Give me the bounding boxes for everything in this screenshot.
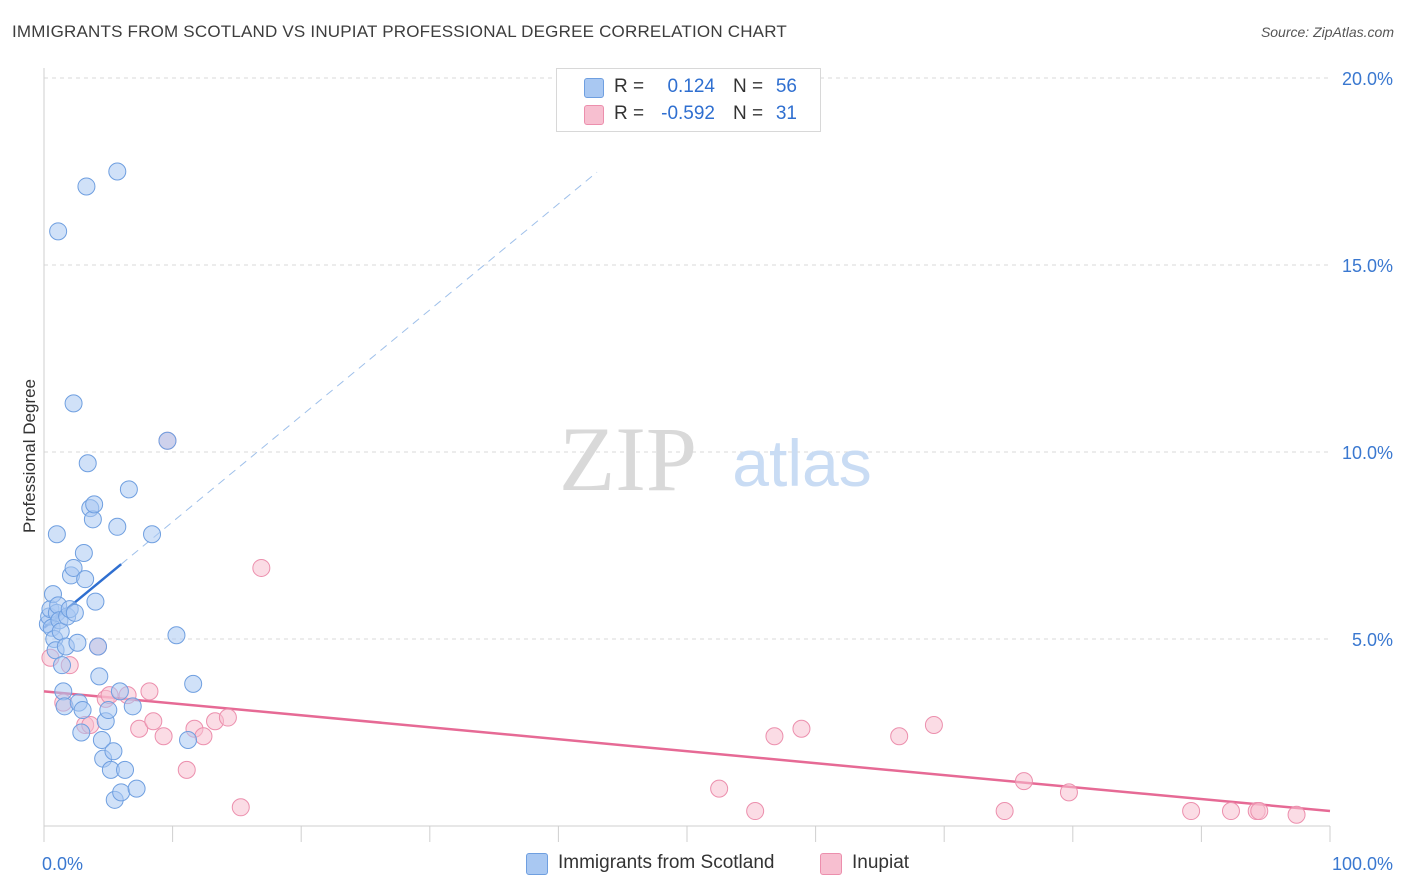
legend-n-value: 31 bbox=[775, 103, 797, 124]
points-layer bbox=[38, 162, 1306, 824]
scotland-point bbox=[74, 543, 93, 562]
scotland-point bbox=[119, 480, 138, 499]
scotland-point bbox=[99, 701, 118, 720]
inupiat-point bbox=[710, 779, 729, 798]
correlation-legend: R = 0.124 N = 56 R = -0.592 N = 31 bbox=[556, 68, 821, 132]
tick-layer: 5.0% 10.0% 15.0% 20.0% 0.0% 100.0% bbox=[42, 69, 1393, 874]
inupiat-point bbox=[995, 802, 1014, 821]
inupiat-point bbox=[252, 558, 271, 577]
inupiat-point bbox=[1014, 772, 1033, 791]
legend-swatch-inupiat bbox=[584, 105, 604, 125]
scotland-point bbox=[65, 603, 84, 622]
scotland-point bbox=[108, 162, 127, 181]
scotland-point bbox=[54, 682, 73, 701]
scotland-point bbox=[86, 592, 105, 611]
x-tick-label: 100.0% bbox=[1332, 854, 1393, 874]
scotland-point bbox=[184, 674, 203, 693]
watermark-atlas: atlas bbox=[732, 426, 871, 500]
inupiat-point bbox=[177, 760, 196, 779]
scotland-point bbox=[112, 783, 131, 802]
y-tick-label: 10.0% bbox=[1342, 443, 1393, 463]
legend-r-label: R = bbox=[614, 103, 645, 124]
watermark: ZIP atlas bbox=[559, 408, 872, 510]
legend-row-inupiat: R = -0.592 N = 31 bbox=[557, 101, 820, 127]
scotland-point bbox=[158, 431, 177, 450]
scotland-point bbox=[179, 730, 198, 749]
inupiat-point bbox=[1221, 802, 1240, 821]
scotland-point bbox=[110, 682, 129, 701]
legend-n-value: 56 bbox=[775, 76, 797, 97]
legend-row-scotland: R = 0.124 N = 56 bbox=[557, 74, 820, 100]
inupiat-point bbox=[1059, 783, 1078, 802]
scotland-point bbox=[89, 637, 108, 656]
scotland-point bbox=[92, 730, 111, 749]
inupiat-point bbox=[924, 716, 943, 735]
inupiat-point bbox=[194, 727, 213, 746]
inupiat-point bbox=[130, 719, 149, 738]
inupiat-point bbox=[218, 708, 237, 727]
inupiat-point bbox=[231, 798, 250, 817]
scotland-point bbox=[64, 558, 83, 577]
scotland-point bbox=[127, 779, 146, 798]
bottom-legend-label-scotland: Immigrants from Scotland bbox=[558, 852, 775, 873]
scotland-point bbox=[104, 742, 123, 761]
inupiat-point bbox=[1250, 802, 1269, 821]
chart-source: Source: ZipAtlas.com bbox=[1260, 24, 1394, 40]
chart-title: IMMIGRANTS FROM SCOTLAND VS INUPIAT PROF… bbox=[12, 22, 787, 41]
scotland-point bbox=[53, 656, 72, 675]
legend-swatch-scotland bbox=[584, 78, 604, 98]
x-tick-label: 0.0% bbox=[42, 854, 83, 874]
scotland-trend-extension bbox=[120, 171, 598, 565]
inupiat-point bbox=[140, 682, 159, 701]
scotland-point bbox=[76, 570, 95, 589]
scotland-point bbox=[143, 525, 162, 544]
scotland-point bbox=[47, 525, 66, 544]
scotland-point bbox=[116, 760, 135, 779]
bottom-legend-label-inupiat: Inupiat bbox=[852, 852, 910, 873]
inupiat-point bbox=[746, 802, 765, 821]
inupiat-point bbox=[1287, 805, 1306, 824]
scotland-point bbox=[49, 222, 68, 241]
scotland-point bbox=[90, 667, 109, 686]
scotland-point bbox=[83, 510, 102, 529]
y-tick-label: 15.0% bbox=[1342, 256, 1393, 276]
legend-r-value: 0.124 bbox=[667, 76, 715, 97]
scotland-point bbox=[167, 626, 186, 645]
inupiat-point bbox=[765, 727, 784, 746]
inupiat-trend-line bbox=[43, 690, 1331, 813]
scotland-point bbox=[68, 633, 87, 652]
inupiat-point bbox=[890, 727, 909, 746]
grid-layer bbox=[44, 77, 1330, 640]
scotland-point bbox=[77, 177, 96, 196]
scotland-point bbox=[73, 701, 92, 720]
legend-r-label: R = bbox=[614, 76, 645, 97]
bottom-legend-swatch-scotland bbox=[526, 853, 548, 875]
scotland-point bbox=[108, 517, 127, 536]
y-tick-label: 5.0% bbox=[1352, 630, 1393, 650]
scotland-point bbox=[123, 697, 142, 716]
scotland-point bbox=[85, 495, 104, 514]
scotland-point bbox=[78, 454, 97, 473]
scotland-point bbox=[64, 394, 83, 413]
inupiat-point bbox=[1182, 802, 1201, 821]
y-tick-label: 20.0% bbox=[1342, 69, 1393, 89]
legend-r-value: -0.592 bbox=[661, 103, 715, 124]
inupiat-point bbox=[144, 712, 163, 731]
watermark-zip: ZIP bbox=[559, 408, 697, 510]
legend-n-label: N = bbox=[733, 76, 764, 97]
scotland-point bbox=[72, 723, 91, 742]
bottom-legend-swatch-inupiat bbox=[820, 853, 842, 875]
inupiat-point bbox=[154, 727, 173, 746]
inupiat-point bbox=[792, 719, 811, 738]
axis-layer bbox=[43, 68, 1331, 842]
scotland-point bbox=[51, 622, 70, 641]
legend-n-label: N = bbox=[733, 103, 764, 124]
